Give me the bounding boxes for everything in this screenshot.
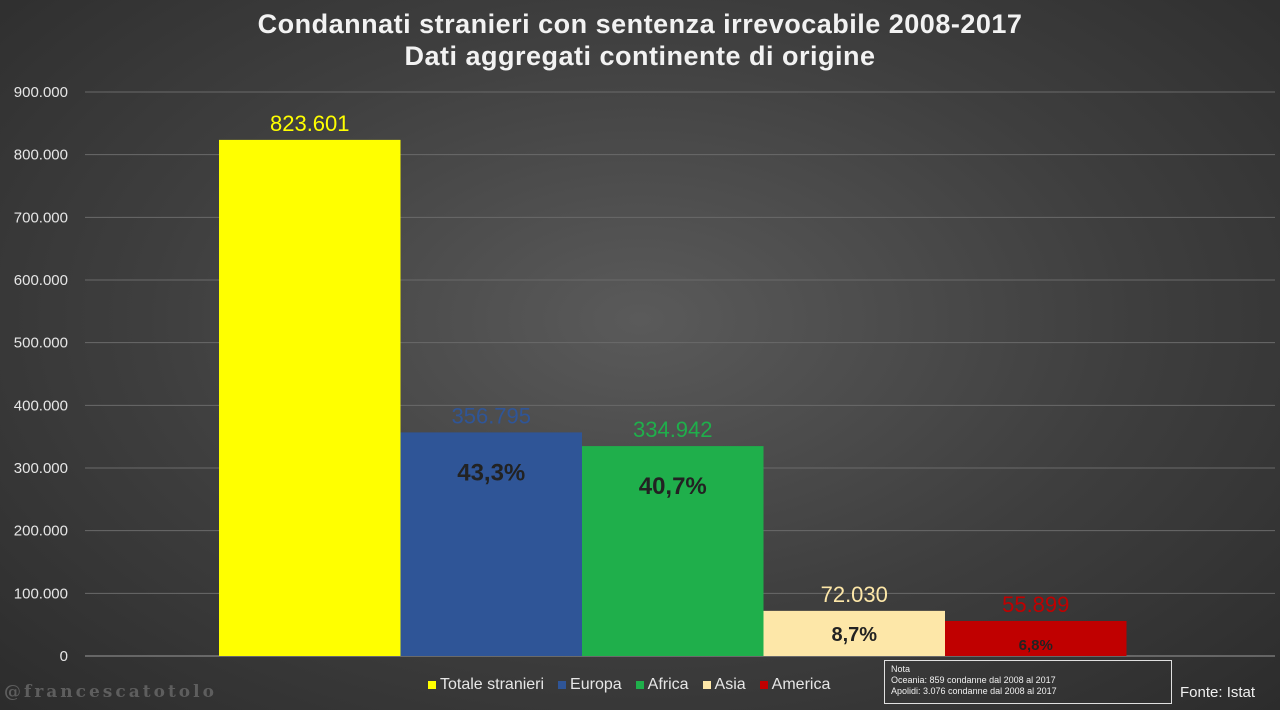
legend-label: America — [771, 676, 831, 693]
legend-item: Europa — [558, 676, 622, 694]
legend-label: Africa — [647, 676, 689, 693]
data-labels: 823.601 356.795 43,3% 334.942 40,7% 72.030 8,7… — [270, 111, 1069, 654]
legend-label: Europa — [570, 676, 622, 693]
percent-label: 43,3% — [457, 459, 525, 486]
bar-america — [945, 620, 1127, 656]
percent-label: 6,8% — [1019, 637, 1053, 654]
y-tick-label: 900.000 — [14, 84, 68, 101]
bar-europa — [400, 432, 582, 656]
legend-item: Africa — [635, 676, 689, 694]
bar-asia — [763, 610, 945, 656]
value-label: 55.899 — [1002, 592, 1069, 617]
bar-africa — [582, 446, 764, 656]
legend-swatch — [702, 681, 711, 689]
legend-swatch — [759, 681, 768, 689]
y-tick-label: 400.000 — [14, 397, 68, 414]
y-tick-label: 500.000 — [14, 335, 68, 352]
legend-swatch — [558, 681, 567, 689]
y-tick-label: 100.000 — [14, 585, 68, 602]
chart-subtitle: Dati aggregati continente di origine — [404, 41, 876, 71]
legend-item: America — [759, 676, 831, 694]
y-tick-label: 600.000 — [14, 272, 68, 289]
note-line-apolidi: Apolidi: 3.076 condanne dal 2008 al 2017 — [891, 686, 1057, 696]
chart-title: Condannati stranieri con sentenza irrevo… — [257, 9, 1023, 39]
y-tick-label: 0 — [60, 648, 68, 665]
bar-totale-stranieri — [219, 139, 401, 656]
bars — [219, 139, 1127, 656]
chart-title-block: Condannati stranieri con sentenza irrevo… — [0, 8, 1280, 72]
legend: Totale stranieri Europa Africa Asia America — [428, 676, 830, 694]
legend-item: Asia — [702, 676, 746, 694]
note-line-oceania: Oceania: 859 condanne dal 2008 al 2017 — [891, 675, 1056, 685]
y-tick-label: 800.000 — [14, 147, 68, 164]
percent-label: 40,7% — [639, 473, 707, 500]
value-label: 72.030 — [821, 582, 888, 607]
value-label: 823.601 — [270, 111, 350, 136]
source-label: Fonte: Istat — [1180, 684, 1256, 701]
legend-item: Totale stranieri — [428, 676, 544, 694]
value-label: 356.795 — [451, 403, 531, 428]
legend-swatch — [635, 681, 644, 689]
y-tick-label: 200.000 — [14, 523, 68, 540]
note-box: Nota Oceania: 859 condanne dal 2008 al 2… — [884, 660, 1172, 704]
legend-label: Asia — [714, 676, 746, 693]
watermark: @francescatotolo — [4, 682, 217, 702]
percent-label: 8,7% — [831, 624, 877, 646]
y-tick-label: 300.000 — [14, 460, 68, 477]
note-heading: Nota — [891, 664, 911, 674]
legend-label: Totale stranieri — [440, 676, 545, 693]
y-tick-label: 700.000 — [14, 209, 68, 226]
value-label: 334.942 — [633, 417, 713, 442]
y-axis-ticks: 0 100.000 200.000 300.000 400.000 500.000 600.… — [14, 84, 68, 665]
legend-swatch — [428, 681, 436, 689]
